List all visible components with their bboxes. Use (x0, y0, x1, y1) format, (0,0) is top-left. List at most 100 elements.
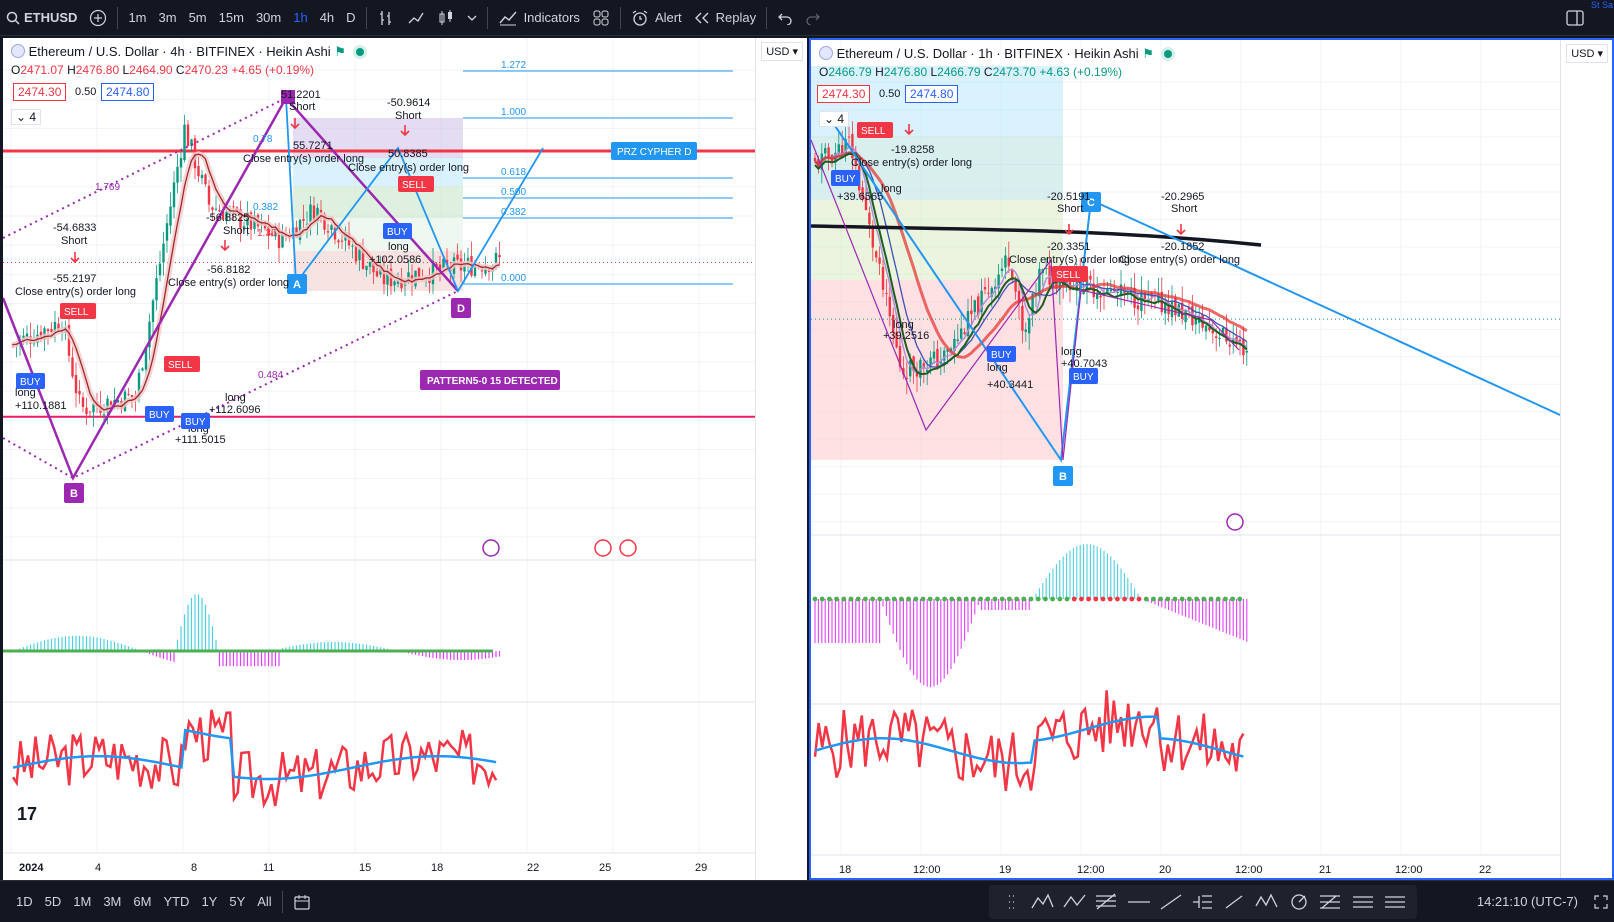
interval-4h[interactable]: 4h (314, 0, 340, 36)
us-flag-icon (619, 539, 637, 557)
trade-annotation: Close entry(s) order long (1119, 254, 1240, 266)
chart-type-dropdown[interactable] (461, 0, 483, 36)
tradingview-logo-icon: 17 (17, 804, 37, 824)
candle-body (1140, 291, 1143, 311)
pattern-point-marker (287, 274, 307, 294)
layout-toggle-button[interactable] (1560, 0, 1590, 36)
price-axis-right[interactable] (1560, 40, 1612, 878)
candle-body (943, 350, 946, 361)
price-axis-left[interactable] (755, 38, 807, 880)
h-label: H (67, 63, 76, 77)
range-ytd[interactable]: YTD (157, 884, 195, 920)
fib-circle-tool-icon[interactable] (1286, 892, 1312, 912)
hline-tool-icon[interactable] (1126, 892, 1152, 912)
alert-button[interactable]: Alert (625, 0, 688, 36)
xabcd-tool-icon[interactable] (1254, 892, 1280, 912)
range-5d[interactable]: 5D (39, 884, 68, 920)
replay-button[interactable]: Replay (688, 0, 762, 36)
range-6m[interactable]: 6M (127, 884, 157, 920)
candle-body (1045, 267, 1048, 269)
close-value: 2473.70 (992, 65, 1036, 79)
range-all[interactable]: All (251, 884, 277, 920)
flag-icon: ⚑ (334, 44, 346, 59)
legend-title-left: Ethereum / U.S. Dollar · 4h · BITFINEX ·… (11, 44, 364, 60)
fullscreen-button[interactable] (1588, 884, 1614, 920)
candle-body (270, 233, 274, 236)
range-1d[interactable]: 1D (10, 884, 39, 920)
candle-body (169, 206, 172, 226)
ray-tool-icon[interactable] (1222, 892, 1248, 912)
trade-signal-badge (145, 406, 174, 422)
chart-canvas-left[interactable]: 2800.002750.002700.002650.002600.002550.… (3, 38, 807, 880)
cypher-pattern-line (830, 119, 1572, 463)
fib-ext-tool-icon[interactable] (1318, 892, 1344, 912)
close-value: 2470.23 (184, 63, 228, 77)
candle-style-button[interactable] (431, 0, 461, 36)
divider (619, 6, 621, 29)
menu-tool-icon[interactable] (1382, 892, 1408, 912)
range-1y[interactable]: 1Y (195, 884, 223, 920)
candle-body (246, 212, 249, 226)
pattern-tool-icon[interactable] (1030, 892, 1056, 912)
interval-15m[interactable]: 15m (213, 0, 250, 36)
interval-1m[interactable]: 1m (122, 0, 152, 36)
interval-1h[interactable]: 1h (287, 0, 313, 36)
indicators-button[interactable]: Indicators (492, 0, 586, 36)
line-style-button[interactable] (401, 0, 431, 36)
buy-price-button[interactable]: 2474.80 (905, 85, 959, 103)
buy-price-button[interactable]: 2474.80 (101, 83, 155, 101)
candle-body (1048, 265, 1051, 285)
trade-annotation: Short (223, 225, 249, 237)
interval-5m[interactable]: 5m (183, 0, 213, 36)
oscillator-dot (1028, 596, 1034, 602)
chart-canvas-right[interactable]: 2560.002550.002540.002530.002520.002510.… (811, 40, 1612, 878)
oscillator-dot (827, 596, 832, 602)
candle-body (1174, 297, 1177, 316)
range-1m[interactable]: 1M (67, 884, 97, 920)
candle-body (267, 225, 270, 236)
indicators-collapse-button[interactable]: ⌄ 4 (819, 111, 850, 127)
undo-button[interactable] (771, 0, 799, 36)
interval-d[interactable]: D (340, 0, 361, 36)
abcd-tool-icon[interactable] (1062, 892, 1088, 912)
down-arrow-marker (1176, 224, 1186, 236)
lightning-event-icon (482, 539, 500, 557)
candle-body (1096, 292, 1099, 299)
low-value: 2466.79 (937, 65, 981, 79)
candle-body (53, 321, 57, 333)
rsi-slow-line (12, 728, 497, 781)
publish-corner[interactable]: St Sa (1590, 0, 1614, 36)
range-5y[interactable]: 5Y (223, 884, 251, 920)
bars-style-button[interactable] (371, 0, 401, 36)
redo-button[interactable] (799, 0, 827, 36)
indicators-collapse-button[interactable]: ⌄ 4 (11, 109, 42, 125)
candle-body (1000, 268, 1004, 271)
currency-selector-left[interactable]: USD ▾ (761, 42, 803, 61)
trendline-tool-icon[interactable] (1158, 892, 1184, 912)
candle-body (379, 269, 382, 275)
sell-price-button[interactable]: 2474.30 (13, 83, 67, 101)
candle-body (375, 271, 379, 277)
currency-label: USD (1571, 48, 1595, 60)
interval-3m[interactable]: 3m (153, 0, 183, 36)
range-3m[interactable]: 3M (97, 884, 127, 920)
grip-tool-icon[interactable] (998, 892, 1024, 912)
currency-selector-right[interactable]: USD ▾ (1566, 44, 1608, 63)
sell-price-button[interactable]: 2474.30 (817, 85, 871, 103)
interval-30m[interactable]: 30m (250, 0, 287, 36)
symbol-search[interactable]: ETHUSD (0, 0, 83, 36)
brush-tool-icon[interactable] (1350, 892, 1376, 912)
trade-annotation: -20.5191 (1047, 191, 1090, 203)
divider (486, 6, 488, 29)
add-circle-icon (90, 9, 107, 26)
pattern-ratio-label: 1.769 (95, 182, 120, 193)
compare-button[interactable] (83, 0, 113, 36)
templates-button[interactable] (586, 0, 616, 36)
goto-date-button[interactable] (287, 884, 317, 920)
chart-pane-right[interactable]: 2560.002550.002540.002530.002520.002510.… (809, 38, 1614, 880)
lightning-event-icon (1226, 513, 1244, 531)
pitchfork-tool-icon[interactable] (1190, 892, 1216, 912)
chart-pane-left[interactable]: 2800.002750.002700.002650.002600.002550.… (3, 38, 807, 880)
candle-body (946, 349, 949, 352)
fib-ret-tool-icon[interactable] (1094, 892, 1120, 912)
